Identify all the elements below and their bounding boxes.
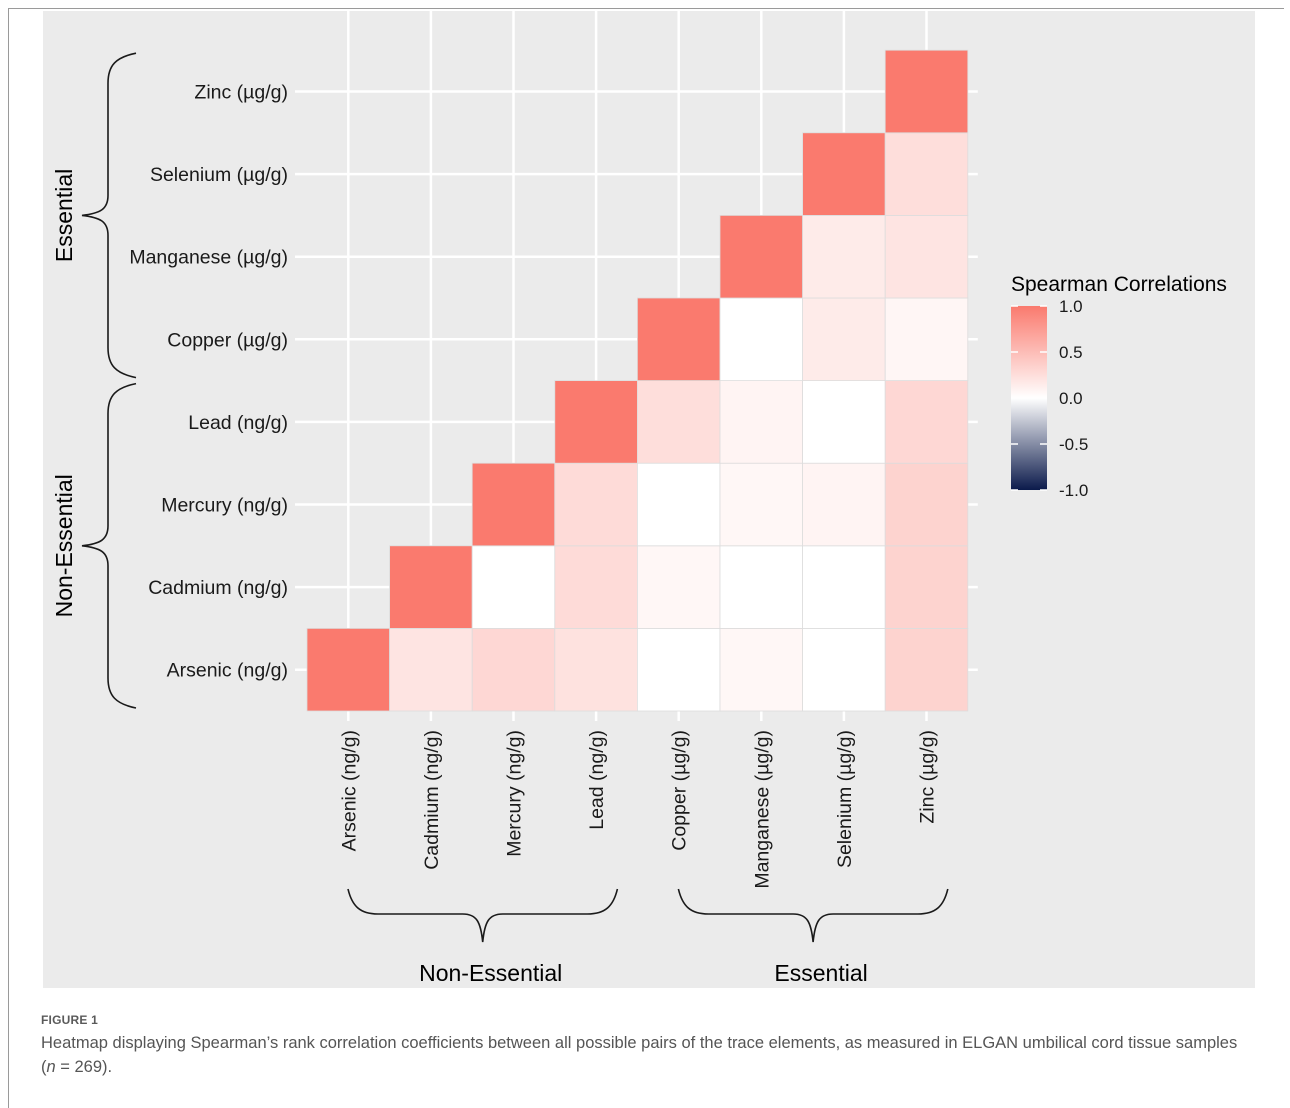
- x-tick-label: Copper (µg/g): [669, 730, 691, 851]
- heatmap-cell: [884, 132, 969, 216]
- heatmap-cell: [637, 545, 721, 629]
- heatmap-cell: [637, 380, 721, 464]
- heatmap-cell: [554, 628, 638, 712]
- row-group-bracket: [81, 382, 137, 709]
- row-group-bracket: [81, 52, 137, 379]
- legend-tick-label: -1.0: [1059, 481, 1088, 500]
- figure-caption: Heatmap displaying Spearman’s rank corre…: [41, 1031, 1256, 1079]
- heatmap-cell: [802, 297, 886, 381]
- group-brackets: Non-Essential Non-Essential Essential Essen…: [51, 52, 949, 986]
- legend-tick-label: 0.5: [1059, 343, 1083, 362]
- x-tick-label: Arsenic (ng/g): [338, 730, 360, 851]
- column-group-bracket: [677, 888, 949, 943]
- heatmap-cell: [884, 380, 969, 464]
- heatmap-cell: [884, 628, 969, 712]
- y-tick-label: Zinc (µg/g): [194, 82, 288, 104]
- x-axis-labels: Arsenic (ng/g) Cadmium (ng/g) Mercury (ng/…: [338, 730, 938, 889]
- heatmap-cell: [719, 545, 803, 629]
- legend-tick-label: 1.0: [1059, 297, 1083, 316]
- correlation-heatmap-figure: Arsenic (ng/g) Cadmium (ng/g) Mercury (ng/…: [43, 11, 1255, 988]
- heatmap-cell: [802, 132, 886, 216]
- heatmap-cell: [389, 545, 473, 629]
- heatmap-cell: [637, 297, 721, 381]
- heatmap-cell: [719, 297, 803, 381]
- heatmap-cell: [554, 462, 638, 547]
- y-tick-label: Arsenic (ng/g): [167, 660, 288, 682]
- legend-title: Spearman Correlations: [1011, 273, 1227, 296]
- figure-label: FIGURE 1: [41, 1013, 98, 1027]
- x-tick-label: Cadmium (ng/g): [421, 730, 443, 870]
- caption-text: Heatmap displaying Spearman’s rank corre…: [41, 1034, 1238, 1076]
- figure-frame: [8, 8, 1284, 1108]
- heatmap-cell: [802, 545, 886, 629]
- row-group-label: Non-Essential: [51, 474, 77, 617]
- row-group-label: Essential: [51, 169, 77, 262]
- heatmap-cell: [471, 628, 556, 712]
- column-group-label: Essential: [774, 960, 867, 986]
- y-tick-label: Selenium (µg/g): [150, 164, 288, 186]
- caption-n: n: [46, 1058, 56, 1076]
- heatmap-cell: [637, 628, 721, 712]
- heatmap-cell: [471, 545, 556, 629]
- heatmap-cell: [802, 380, 886, 464]
- heatmap-cell: [637, 462, 721, 547]
- heatmap-cell: [554, 380, 638, 464]
- heatmap-cell: [884, 462, 969, 547]
- x-tick-label: Manganese (µg/g): [751, 730, 773, 889]
- x-tick-label: Mercury (ng/g): [504, 730, 526, 857]
- column-group-label: Non-Essential: [419, 960, 562, 986]
- heatmap-cell: [389, 628, 473, 712]
- heatmap-cell: [802, 628, 886, 712]
- y-tick-label: Manganese (µg/g): [129, 247, 288, 269]
- heatmap-cell: [306, 628, 390, 712]
- heatmap-cell: [802, 462, 886, 547]
- x-tick-label: Selenium (µg/g): [834, 730, 856, 868]
- heatmap-cell: [554, 545, 638, 629]
- y-tick-label: Lead (ng/g): [188, 412, 288, 434]
- heatmap-cell: [719, 380, 803, 464]
- heatmap-cell: [719, 462, 803, 547]
- y-axis-labels: Arsenic (ng/g) Cadmium (ng/g) Mercury (ng/…: [129, 82, 288, 682]
- legend-tick-label: -0.5: [1059, 435, 1088, 454]
- heatmap-cell: [884, 214, 969, 299]
- heatmap-cell: [884, 545, 969, 629]
- heatmap-cell: [719, 214, 803, 299]
- y-tick-label: Copper (µg/g): [167, 329, 288, 351]
- legend-tick-label: 0.0: [1059, 389, 1083, 408]
- column-group-bracket: [347, 888, 619, 943]
- legend-ticks: 1.0 0.5 0.0 -0.5 -1.0: [1011, 297, 1088, 500]
- heatmap-cell: [471, 462, 556, 547]
- color-legend: Spearman Correlations 1.0 0.5 0.0 -0.5 -1.0: [1011, 273, 1227, 500]
- heatmap-tiles: [306, 49, 969, 712]
- caption-text-end: = 269).: [55, 1058, 113, 1076]
- heatmap-cell: [719, 628, 803, 712]
- heatmap-cell: [884, 297, 969, 381]
- y-tick-label: Mercury (ng/g): [161, 495, 288, 517]
- heatmap-cell: [802, 214, 886, 299]
- x-tick-label: Lead (ng/g): [586, 730, 608, 830]
- heatmap-cell: [884, 49, 969, 134]
- x-tick-label: Zinc (µg/g): [917, 730, 939, 824]
- y-tick-label: Cadmium (ng/g): [148, 577, 288, 599]
